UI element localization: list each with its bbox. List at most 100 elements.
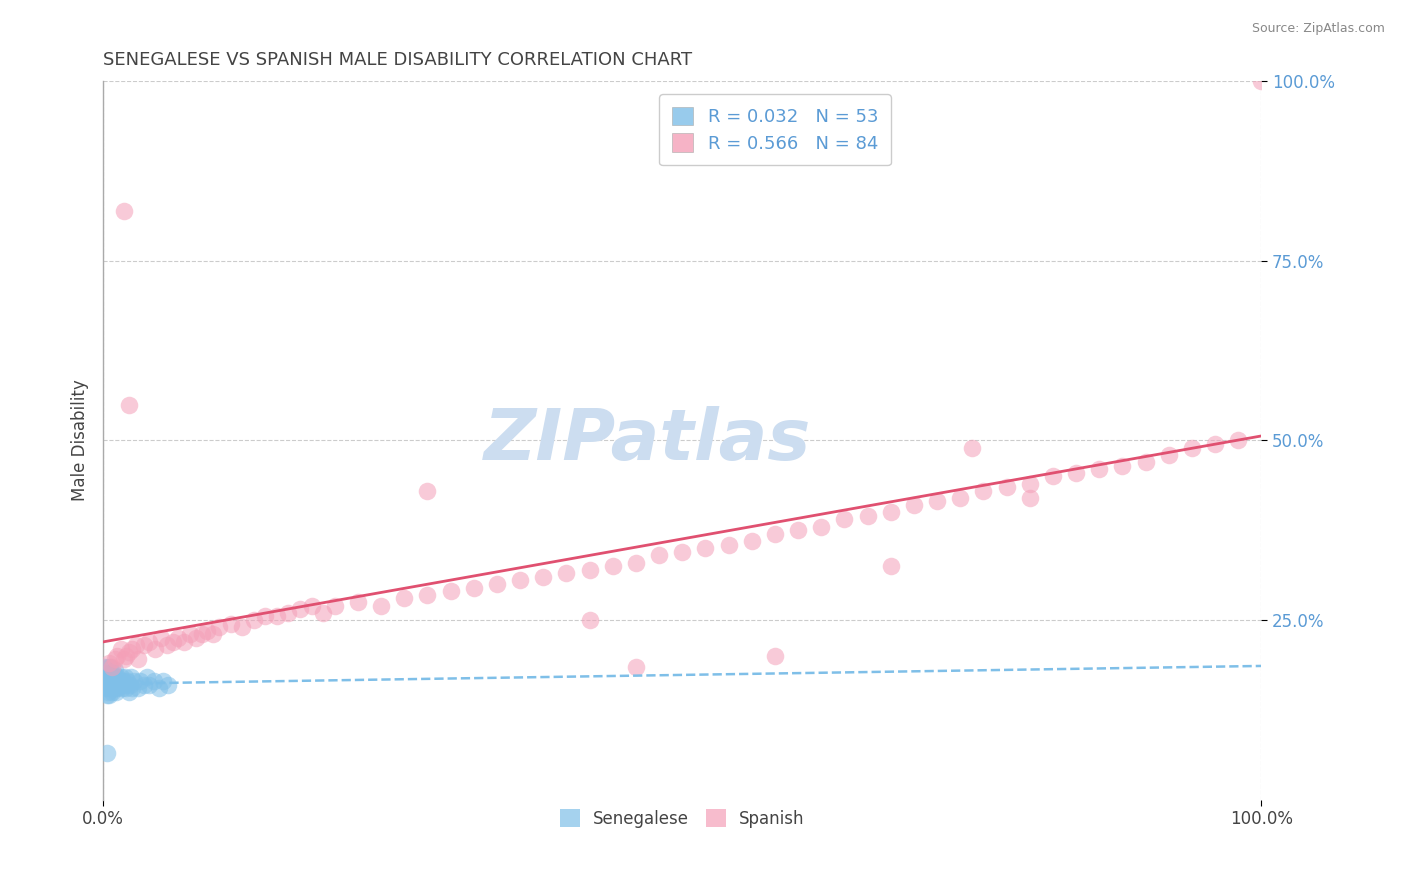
Point: [110, 641, 132, 656]
Point: [100, 681, 122, 696]
Point: [602, 559, 624, 574]
Point: [129, 673, 152, 688]
Point: [101, 685, 124, 699]
Point: [925, 494, 948, 508]
Point: [104, 681, 127, 696]
Point: [624, 659, 647, 673]
Point: [277, 606, 299, 620]
Text: Source: ZipAtlas.com: Source: ZipAtlas.com: [1251, 22, 1385, 36]
Point: [555, 566, 578, 581]
Point: [107, 678, 129, 692]
Point: [856, 508, 879, 523]
Point: [108, 673, 131, 688]
Point: [531, 570, 554, 584]
Point: [485, 577, 508, 591]
Point: [167, 631, 190, 645]
Point: [1088, 462, 1111, 476]
Point: [121, 641, 143, 656]
Point: [156, 638, 179, 652]
Point: [117, 398, 139, 412]
Point: [242, 613, 264, 627]
Point: [960, 441, 983, 455]
Point: [972, 483, 994, 498]
Point: [117, 673, 139, 688]
Point: [624, 556, 647, 570]
Point: [148, 681, 170, 696]
Point: [1111, 458, 1133, 473]
Point: [127, 681, 149, 696]
Point: [132, 678, 155, 692]
Point: [173, 634, 195, 648]
Point: [301, 599, 323, 613]
Point: [288, 602, 311, 616]
Point: [763, 526, 786, 541]
Point: [94, 681, 117, 696]
Point: [104, 652, 127, 666]
Point: [104, 663, 127, 677]
Point: [695, 541, 717, 556]
Point: [1018, 491, 1040, 505]
Point: [162, 634, 184, 648]
Point: [118, 678, 141, 692]
Point: [93, 659, 115, 673]
Point: [810, 519, 832, 533]
Point: [439, 584, 461, 599]
Point: [115, 648, 138, 663]
Point: [463, 581, 485, 595]
Point: [112, 652, 135, 666]
Point: [347, 595, 370, 609]
Point: [112, 678, 135, 692]
Point: [96, 689, 118, 703]
Point: [98, 673, 121, 688]
Point: [208, 620, 231, 634]
Point: [103, 673, 125, 688]
Point: [94, 678, 117, 692]
Point: [120, 670, 142, 684]
Point: [143, 641, 166, 656]
Point: [370, 599, 392, 613]
Point: [105, 670, 128, 684]
Point: [1018, 476, 1040, 491]
Point: [741, 533, 763, 548]
Point: [394, 591, 416, 606]
Point: [1064, 466, 1087, 480]
Point: [124, 638, 146, 652]
Point: [266, 609, 288, 624]
Point: [143, 673, 166, 688]
Point: [111, 681, 134, 696]
Y-axis label: Male Disability: Male Disability: [72, 380, 89, 501]
Point: [96, 673, 118, 688]
Point: [150, 631, 173, 645]
Point: [97, 656, 120, 670]
Point: [648, 549, 671, 563]
Point: [671, 545, 693, 559]
Point: [93, 666, 115, 681]
Point: [94, 670, 117, 684]
Point: [138, 678, 160, 692]
Point: [1042, 469, 1064, 483]
Point: [949, 491, 972, 505]
Point: [903, 498, 925, 512]
Point: [97, 678, 120, 692]
Point: [114, 670, 136, 684]
Point: [1181, 441, 1204, 455]
Point: [1250, 74, 1272, 88]
Point: [96, 666, 118, 681]
Point: [101, 678, 124, 692]
Point: [100, 670, 122, 684]
Point: [717, 538, 740, 552]
Point: [115, 681, 138, 696]
Point: [156, 678, 179, 692]
Point: [416, 588, 439, 602]
Point: [1227, 434, 1250, 448]
Point: [103, 666, 125, 681]
Point: [880, 505, 903, 519]
Point: [132, 638, 155, 652]
Point: [152, 673, 174, 688]
Point: [105, 648, 128, 663]
Point: [121, 681, 143, 696]
Point: [97, 670, 120, 684]
Point: [127, 652, 149, 666]
Point: [112, 203, 135, 218]
Point: [111, 673, 134, 688]
